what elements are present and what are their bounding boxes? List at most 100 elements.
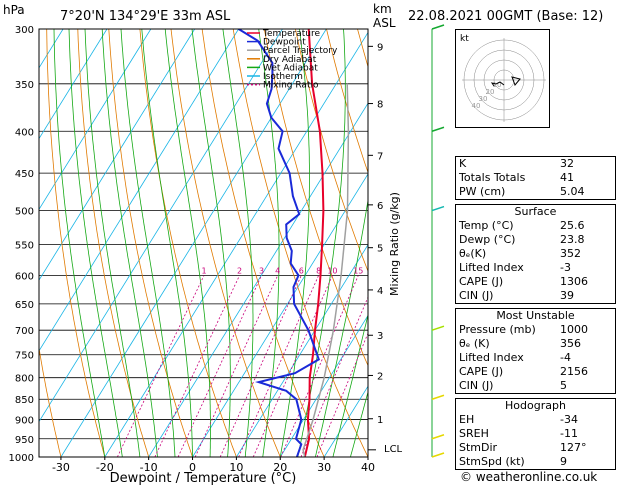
most-unstable-index-label: Pressure (mb) bbox=[459, 323, 536, 336]
basic-indices-table: K 32 Totals Totals 41 PW (cm) 5.04 bbox=[455, 156, 616, 200]
pressure-tick-label: 300 bbox=[15, 25, 34, 36]
pressure-axis: 300 350 400 450 500 550 600 650 700 750 800 850 900 9… bbox=[9, 25, 34, 464]
wet-adiabat-line bbox=[101, 29, 158, 457]
mixing-ratio-line bbox=[154, 275, 240, 457]
series-lines bbox=[238, 29, 350, 457]
mixing-ratio-line bbox=[219, 275, 302, 457]
surface-index-value: 23.8 bbox=[560, 233, 585, 246]
hodograph-trace bbox=[490, 81, 505, 87]
mixing-ratio-line bbox=[280, 275, 359, 457]
mixing-ratio-line bbox=[117, 275, 205, 457]
isotherm-line bbox=[60, 29, 327, 457]
mixing-ratio-axis-label: Mixing Ratio (g/kg) bbox=[388, 192, 401, 296]
dry-adiabat-line bbox=[326, 29, 368, 174]
wind-column bbox=[431, 24, 445, 458]
surface-index-value: 352 bbox=[560, 247, 581, 260]
most-unstable-index-value: 1000 bbox=[560, 323, 588, 336]
basic-index-label: PW (cm) bbox=[459, 185, 506, 198]
dry-adiabat-line bbox=[170, 29, 281, 457]
index-panel: K 32 Totals Totals 41 PW (cm) 5.04 Surface Te… bbox=[455, 156, 616, 470]
hodograph-index-row: StmSpd (kt) 9 bbox=[456, 455, 616, 470]
surface-index-label: Dewp (°C) bbox=[459, 233, 516, 246]
legend-label: Dry Adiabat bbox=[263, 55, 317, 65]
mixing-ratio-label: 1 bbox=[201, 266, 206, 275]
surface-index-row: Dewp (°C) 23.8 bbox=[456, 233, 616, 247]
mixing-ratio-lines: 1 2 3 4 6 8 10 15 20 25 bbox=[117, 266, 382, 457]
most-unstable-title: Most Unstable bbox=[455, 308, 616, 323]
altitude-axis: 9 8 7 6 5 4 3 2 1 bbox=[368, 42, 383, 451]
hodograph-ring bbox=[493, 69, 515, 91]
mixing-ratio-label: 20 bbox=[372, 266, 382, 275]
temperature-line bbox=[303, 29, 325, 457]
surface-index-row: Lifted Index -3 bbox=[456, 261, 616, 275]
hodograph-index-row: EH -34 bbox=[456, 413, 616, 427]
isotherm-line bbox=[236, 243, 368, 457]
wet-adiabat-line bbox=[141, 29, 193, 457]
most-unstable-index-label: CIN (J) bbox=[459, 379, 494, 392]
hodograph-index-value: -34 bbox=[560, 413, 578, 426]
surface-index-row: CIN (J) 39 bbox=[456, 289, 616, 304]
hodograph: kt 10 20 30 40 bbox=[455, 29, 550, 128]
legend-label: Temperature bbox=[262, 29, 320, 39]
most-unstable-index-value: 356 bbox=[560, 337, 581, 350]
mixing-ratio-label: 10 bbox=[327, 266, 337, 275]
altitude-tick-label: 9 bbox=[377, 42, 383, 53]
dewpoint-line bbox=[238, 29, 321, 457]
temperature-tick-label: 40 bbox=[361, 461, 375, 474]
temperature-axis: -30 -20 -10 0 10 20 30 40 bbox=[52, 457, 375, 474]
wind-barb bbox=[431, 452, 445, 458]
pressure-tick-label: 500 bbox=[15, 207, 34, 218]
mixing-ratio-label: 15 bbox=[353, 266, 363, 275]
lcl-label: LCL bbox=[384, 444, 403, 455]
hodograph-index-label: StmSpd (kt) bbox=[459, 455, 525, 468]
wind-barb bbox=[431, 434, 445, 440]
isotherm-line bbox=[39, 29, 283, 423]
pressure-tick-label: 650 bbox=[15, 300, 34, 311]
pressure-tick-label: 850 bbox=[15, 395, 34, 406]
mixing-ratio-line bbox=[300, 296, 368, 457]
wet-adiabat-line bbox=[279, 29, 310, 457]
pressure-tick-label: 800 bbox=[15, 374, 34, 385]
dry-adiabat-line bbox=[232, 29, 368, 457]
pressure-tick-label: 700 bbox=[15, 326, 34, 337]
pressure-tick-label: 750 bbox=[15, 351, 34, 362]
most-unstable-index-label: θₑ (K) bbox=[459, 337, 490, 350]
hodograph-index-row: SREH -11 bbox=[456, 427, 616, 441]
temperature-tick-label: 20 bbox=[273, 461, 287, 474]
surface-table: Surface Temp (°C) 25.6 Dewp (°C) 23.8 θₑ(K) 3… bbox=[455, 204, 616, 304]
dry-adiabat-line bbox=[263, 29, 368, 367]
dry-adiabat-line bbox=[139, 29, 237, 457]
isotherm-line bbox=[39, 29, 239, 352]
hodograph-unit: kt bbox=[460, 34, 469, 44]
pressure-tick-label: 350 bbox=[15, 80, 34, 91]
legend-label: Parcel Trajectory bbox=[263, 46, 338, 56]
most-unstable-index-row: CIN (J) 5 bbox=[456, 379, 616, 394]
basic-index-row: K 32 bbox=[456, 157, 616, 172]
temperature-tick-label: 10 bbox=[229, 461, 243, 474]
wet-adiabat-line bbox=[350, 390, 368, 457]
hpa-label: hPa bbox=[3, 3, 25, 17]
dry-adiabat-line bbox=[295, 29, 368, 273]
surface-index-label: Lifted Index bbox=[459, 261, 524, 274]
hodograph-index-row: StmDir 127° bbox=[456, 441, 616, 455]
most-unstable-index-row: CAPE (J) 2156 bbox=[456, 365, 616, 379]
altitude-tick-label: 3 bbox=[377, 331, 383, 342]
isotherm-line bbox=[148, 102, 368, 457]
credit-text: © weatheronline.co.uk bbox=[460, 470, 598, 484]
hodograph-ring-label: 40 bbox=[472, 102, 481, 110]
hodograph-ring bbox=[483, 59, 525, 101]
hodograph-ring-label: 30 bbox=[479, 95, 488, 103]
altitude-tick-label: 1 bbox=[377, 415, 383, 426]
surface-index-row: CAPE (J) 1306 bbox=[456, 275, 616, 289]
wind-barb bbox=[431, 24, 445, 30]
x-axis-label: Dewpoint / Temperature (°C) bbox=[110, 471, 297, 486]
legend-label: Mixing Ratio bbox=[263, 81, 319, 91]
surface-index-row: θₑ(K) 352 bbox=[456, 247, 616, 261]
pressure-tick-label: 400 bbox=[15, 127, 34, 138]
surface-index-value: 39 bbox=[560, 289, 574, 302]
basic-index-label: K bbox=[459, 157, 467, 170]
altitude-tick-label: 4 bbox=[377, 286, 383, 297]
